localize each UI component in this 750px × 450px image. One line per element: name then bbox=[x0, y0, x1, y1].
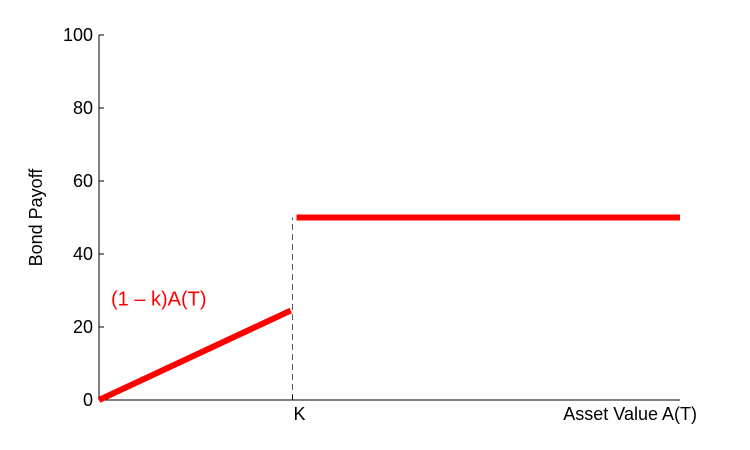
y-tick-label: 60 bbox=[73, 171, 93, 191]
y-axis-title: Bond Payoff bbox=[26, 168, 46, 267]
y-tick-label: 100 bbox=[63, 25, 93, 45]
y-tick-label: 0 bbox=[83, 390, 93, 410]
x-marker-k-label: K bbox=[293, 404, 305, 424]
payoff-segment-below-k bbox=[97, 307, 292, 403]
y-tick-label: 80 bbox=[73, 98, 93, 118]
y-tick-label: 40 bbox=[73, 244, 93, 264]
axes bbox=[98, 35, 680, 401]
y-ticks: 0 20 40 60 80 100 bbox=[63, 25, 104, 410]
labels: K Asset Value A(T) Bond Payoff (1 – k)A(… bbox=[26, 168, 697, 424]
payoff-formula-annotation: (1 – k)A(T) bbox=[111, 288, 207, 310]
x-axis-title: Asset Value A(T) bbox=[563, 404, 697, 424]
y-tick-label: 20 bbox=[73, 317, 93, 337]
series bbox=[97, 214, 680, 403]
